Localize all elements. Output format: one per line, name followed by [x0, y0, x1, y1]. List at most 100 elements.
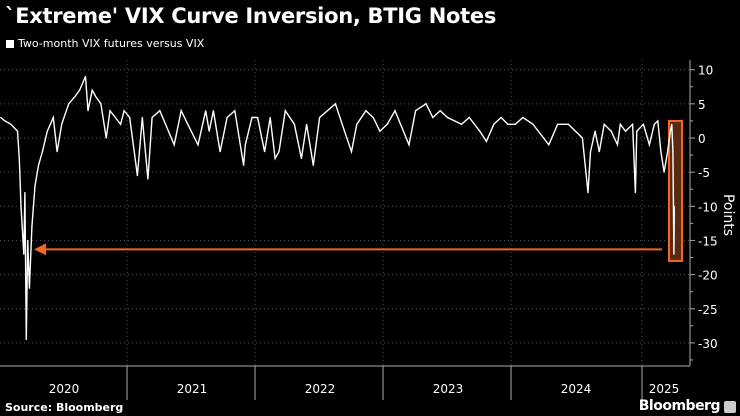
- data-point: [109, 110, 111, 112]
- data-point: [219, 151, 221, 153]
- data-point: [671, 123, 673, 125]
- data-point: [394, 110, 396, 112]
- data-point: [425, 103, 427, 105]
- data-point: [663, 171, 665, 173]
- data-point: [197, 144, 199, 146]
- data-point: [493, 123, 495, 125]
- data-point: [105, 137, 107, 139]
- data-point: [567, 123, 570, 125]
- data-point: [666, 151, 669, 153]
- data-point: [68, 103, 70, 105]
- y-tick-label: -25: [698, 303, 718, 317]
- data-point: [180, 110, 182, 112]
- data-point: [616, 144, 619, 146]
- data-point: [408, 144, 410, 146]
- data-point: [673, 205, 675, 207]
- data-point: [672, 151, 674, 153]
- data-point: [274, 157, 276, 160]
- data-point: [269, 116, 271, 119]
- data-point: [187, 123, 189, 125]
- legend-label: Two-month VIX futures versus VIX: [18, 37, 205, 50]
- source-note: Source: Bloomberg: [5, 401, 124, 414]
- data-point: [500, 116, 502, 119]
- data-point: [603, 123, 605, 125]
- y-tick-label: -20: [698, 269, 718, 283]
- series-line: [0, 76, 675, 340]
- data-point: [379, 130, 381, 132]
- data-point: [31, 226, 33, 228]
- data-point: [624, 130, 627, 132]
- data-point: [46, 130, 48, 132]
- data-point: [415, 110, 417, 112]
- data-point: [0, 116, 2, 119]
- y-tick-label: 5: [698, 98, 706, 112]
- data-point: [56, 151, 58, 153]
- data-point: [619, 123, 621, 125]
- x-tick-label: 2020: [49, 382, 80, 396]
- data-point: [18, 157, 20, 160]
- data-point: [589, 151, 592, 153]
- data-point: [334, 103, 336, 105]
- x-tick-label: 2021: [177, 382, 208, 396]
- data-point: [514, 123, 516, 125]
- data-point: [95, 96, 97, 98]
- data-point: [151, 116, 153, 119]
- data-point: [365, 110, 367, 112]
- highlight-box: [668, 119, 683, 262]
- data-point: [532, 123, 534, 125]
- data-point: [226, 116, 228, 119]
- data-point: [136, 174, 138, 177]
- data-point: [468, 116, 470, 119]
- data-point: [141, 116, 143, 119]
- data-point: [673, 253, 675, 255]
- data-point: [631, 123, 634, 125]
- data-point: [244, 144, 246, 146]
- data-point: [84, 75, 87, 78]
- data-point: [648, 144, 650, 146]
- data-point: [23, 253, 25, 255]
- data-point: [343, 130, 346, 132]
- y-tick-label: -15: [698, 234, 718, 248]
- data-point: [446, 116, 449, 119]
- legend: Two-month VIX futures versus VIX: [6, 37, 204, 50]
- data-point: [123, 110, 125, 112]
- data-point: [263, 151, 266, 153]
- data-point: [16, 130, 19, 132]
- data-point: [485, 140, 488, 143]
- chart-title: `Extreme' VIX Curve Inversion, BTIG Note…: [5, 4, 497, 28]
- data-point: [598, 151, 600, 153]
- data-point: [205, 110, 207, 112]
- data-point: [173, 144, 175, 146]
- data-point: [28, 287, 31, 289]
- data-point: [114, 116, 116, 119]
- data-point: [234, 110, 236, 112]
- data-point: [208, 130, 210, 132]
- data-point: [642, 123, 645, 125]
- data-point: [636, 130, 638, 132]
- data-point: [610, 130, 612, 132]
- x-tick-label: 2025: [649, 382, 680, 396]
- data-point: [34, 185, 36, 187]
- data-point: [74, 96, 76, 98]
- data-point: [300, 157, 302, 160]
- x-tick-label: 2024: [561, 382, 592, 396]
- data-point: [100, 103, 102, 105]
- data-point: [52, 116, 54, 119]
- data-point: [372, 116, 374, 119]
- data-point: [242, 164, 245, 166]
- data-point: [548, 144, 550, 146]
- data-point: [87, 110, 89, 112]
- y-tick-label: -10: [698, 200, 718, 214]
- bloomberg-icon: [724, 401, 736, 413]
- y-axis-label: Points: [720, 194, 736, 236]
- y-tick-label: -5: [698, 166, 710, 180]
- data-point: [284, 110, 286, 112]
- y-tick-label: -30: [698, 337, 718, 351]
- data-point: [556, 123, 559, 125]
- data-point: [350, 151, 353, 153]
- data-point: [669, 130, 672, 132]
- data-point: [61, 123, 63, 125]
- data-point: [657, 120, 659, 122]
- data-point: [522, 116, 524, 119]
- data-point: [653, 123, 655, 125]
